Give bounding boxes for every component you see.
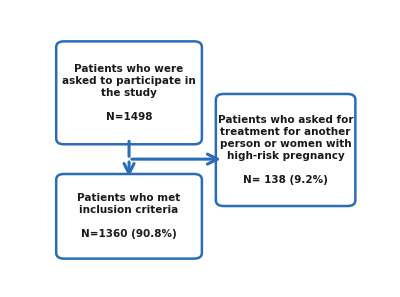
FancyBboxPatch shape [216,94,355,206]
FancyBboxPatch shape [56,174,202,259]
Text: N=1360 (90.8%): N=1360 (90.8%) [81,229,177,239]
Text: N=1498: N=1498 [106,112,152,121]
FancyBboxPatch shape [56,41,202,144]
Text: Patients who asked for: Patients who asked for [218,115,353,125]
Text: inclusion criteria: inclusion criteria [80,205,179,215]
Text: treatment for another: treatment for another [220,127,351,137]
Text: the study: the study [101,88,157,98]
Text: Patients who were: Patients who were [74,64,184,74]
Text: N= 138 (9.2%): N= 138 (9.2%) [243,175,328,185]
Text: Patients who met: Patients who met [78,193,181,203]
Text: person or women with: person or women with [220,139,352,149]
Text: asked to participate in: asked to participate in [62,76,196,86]
Text: high-risk pregnancy: high-risk pregnancy [227,151,344,161]
